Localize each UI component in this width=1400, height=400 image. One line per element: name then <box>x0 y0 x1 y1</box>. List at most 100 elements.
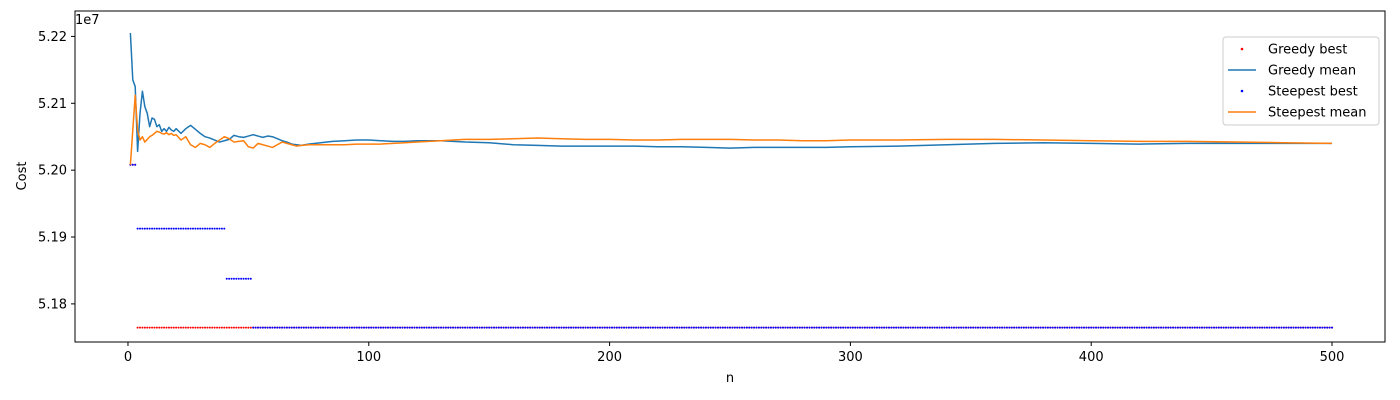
data-point <box>815 326 818 329</box>
data-point <box>377 326 380 329</box>
data-point <box>690 326 693 329</box>
data-point <box>721 326 724 329</box>
data-point <box>863 326 866 329</box>
data-point <box>1015 326 1018 329</box>
data-point <box>878 326 881 329</box>
data-point <box>1186 326 1189 329</box>
data-point <box>1278 326 1281 329</box>
data-point <box>473 326 476 329</box>
data-point <box>235 326 238 329</box>
data-point <box>461 326 464 329</box>
data-point <box>488 326 491 329</box>
data-point <box>777 326 780 329</box>
data-point <box>938 326 941 329</box>
data-point <box>213 326 216 329</box>
data-point <box>139 326 142 329</box>
data-point <box>259 326 262 329</box>
y-tick-label: 5.20 <box>38 164 67 179</box>
data-point <box>1309 326 1312 329</box>
data-point <box>213 227 216 230</box>
legend-label: Steepest best <box>1268 85 1358 100</box>
data-point <box>466 326 469 329</box>
data-point <box>1164 326 1167 329</box>
data-point <box>242 277 245 280</box>
data-point <box>1188 326 1191 329</box>
data-point <box>201 326 204 329</box>
legend: Greedy best Greedy mean Steepest best Steep… <box>1222 36 1380 126</box>
data-point <box>1253 326 1256 329</box>
data-point <box>745 326 748 329</box>
data-point <box>851 326 854 329</box>
data-point <box>1087 326 1090 329</box>
data-point <box>1131 326 1134 329</box>
data-point <box>437 326 440 329</box>
data-point <box>680 326 683 329</box>
data-point <box>591 326 594 329</box>
data-point <box>729 326 731 329</box>
data-point <box>733 326 736 329</box>
data-point <box>1128 326 1131 329</box>
data-point <box>632 326 635 329</box>
data-point <box>143 326 146 329</box>
data-point <box>779 326 782 329</box>
data-point <box>329 326 332 329</box>
data-point <box>167 326 170 329</box>
data-point <box>182 227 185 230</box>
data-point <box>444 326 447 329</box>
data-point <box>822 326 825 329</box>
data-point <box>897 326 900 329</box>
data-point <box>155 326 158 329</box>
data-point <box>584 326 587 329</box>
data-point <box>372 326 375 329</box>
data-point <box>355 326 358 329</box>
data-point <box>719 326 722 329</box>
data-point <box>586 326 589 329</box>
data-point <box>387 326 390 329</box>
x-tick-label: 400 <box>1079 350 1104 365</box>
data-point <box>736 326 739 329</box>
data-point <box>285 326 288 329</box>
data-point <box>375 326 378 329</box>
data-point <box>288 326 291 329</box>
data-point <box>818 326 821 329</box>
data-point <box>408 326 411 329</box>
data-point <box>1042 326 1045 329</box>
data-point <box>1126 326 1129 329</box>
data-point <box>962 326 965 329</box>
data-point <box>1140 326 1143 329</box>
data-point <box>644 326 647 329</box>
data-point <box>892 326 895 329</box>
data-point <box>187 326 190 329</box>
data-point <box>1054 326 1057 329</box>
data-point <box>413 326 416 329</box>
data-point <box>1148 326 1151 329</box>
data-point <box>654 326 657 329</box>
data-point <box>1027 326 1030 329</box>
data-point <box>322 326 325 329</box>
data-point <box>1326 326 1329 329</box>
data-point <box>639 326 642 329</box>
data-point <box>273 326 276 329</box>
data-point <box>211 326 214 329</box>
data-point <box>172 227 175 230</box>
data-point <box>993 326 996 329</box>
data-point <box>177 227 180 230</box>
data-point <box>358 326 361 329</box>
data-point <box>141 227 144 230</box>
plot-frame <box>74 10 1386 343</box>
data-point <box>577 326 580 329</box>
data-point <box>1167 326 1170 329</box>
data-point <box>526 326 529 329</box>
data-point <box>957 326 960 329</box>
data-point <box>194 326 197 329</box>
data-point <box>447 326 450 329</box>
data-point <box>856 326 859 329</box>
data-point <box>500 326 503 329</box>
data-point <box>151 227 154 230</box>
data-point <box>228 326 231 329</box>
series-steepest-mean <box>129 94 1333 165</box>
data-point <box>1080 326 1083 329</box>
data-point <box>700 326 703 329</box>
data-point <box>748 326 751 329</box>
data-point <box>131 163 134 166</box>
